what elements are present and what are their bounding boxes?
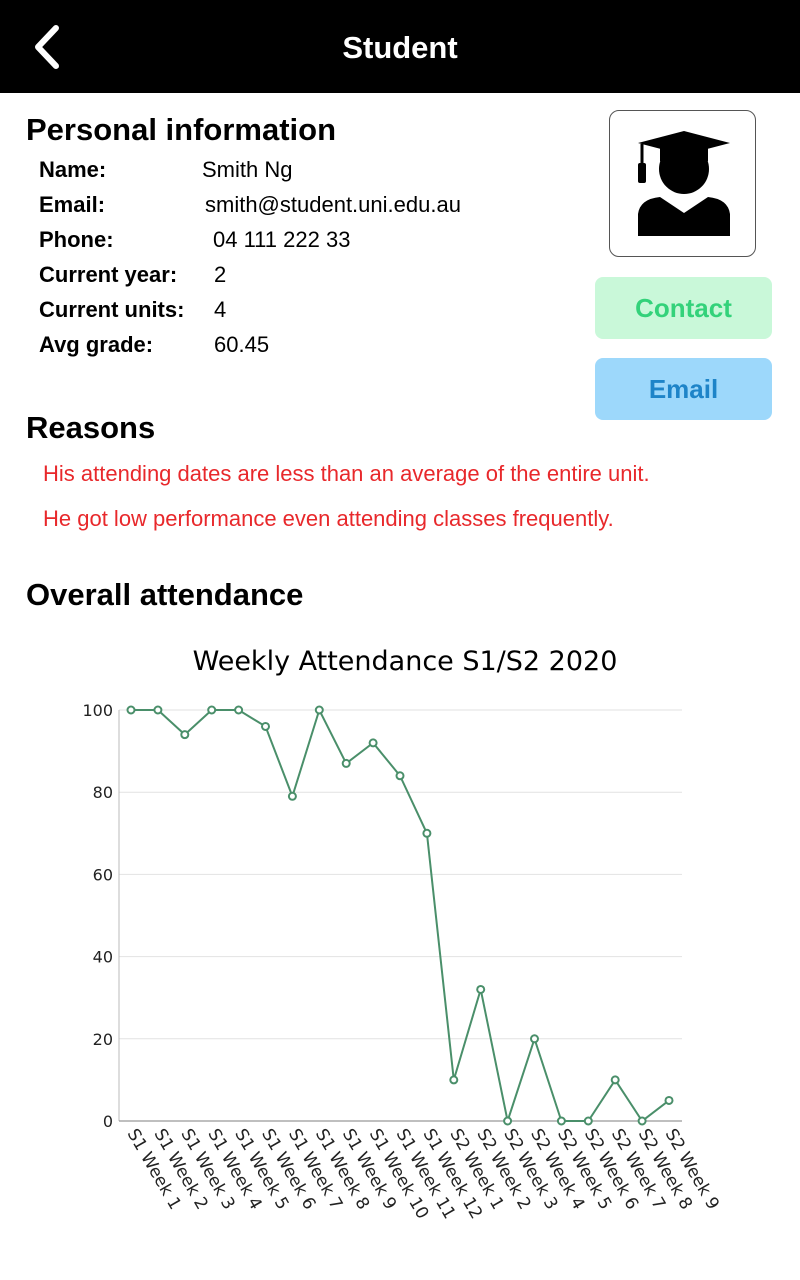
data-point — [556, 1116, 566, 1126]
name-label: Name: — [39, 157, 107, 182]
attendance-heading: Overall attendance — [26, 577, 304, 612]
attendance-chart: Weekly Attendance S1/S2 2020 0 20 40 60 80 10… — [82, 646, 722, 1223]
y-tick-label: 0 — [103, 1112, 113, 1131]
y-tick-label: 60 — [93, 865, 113, 884]
data-point — [261, 721, 270, 731]
avg-grade-label: Avg grade: — [39, 332, 154, 357]
data-point — [341, 758, 351, 768]
data-point — [449, 1075, 459, 1085]
avatar — [609, 110, 756, 257]
phone-value: 04 111 222 33 — [213, 227, 351, 252]
chart-title: Weekly Attendance S1/S2 2020 — [193, 646, 618, 677]
data-point — [476, 984, 486, 994]
data-point — [422, 828, 432, 838]
email-label: Email: — [39, 192, 106, 217]
back-button[interactable] — [20, 18, 80, 76]
current-units-value: 4 — [214, 297, 227, 322]
data-point — [610, 1075, 620, 1085]
data-point — [126, 705, 136, 715]
data-point — [583, 1116, 593, 1126]
data-point — [234, 705, 244, 715]
personal-info-heading: Personal information — [26, 112, 337, 147]
data-point — [180, 730, 190, 740]
data-point — [530, 1034, 539, 1044]
y-tick-label: 100 — [82, 701, 113, 720]
data-point — [395, 771, 405, 781]
avg-grade-value: 60.45 — [214, 332, 270, 357]
email-button[interactable]: Email — [595, 358, 772, 420]
data-point — [664, 1095, 674, 1105]
reason-item: He got low performance even attending cl… — [43, 506, 614, 531]
top-bar: Student — [0, 0, 800, 93]
y-tick-label: 80 — [93, 783, 113, 802]
chevron-left-icon — [35, 25, 59, 69]
data-point — [287, 791, 297, 801]
data-point — [153, 705, 163, 715]
current-year-label: Current year: — [39, 262, 178, 287]
y-tick-label: 40 — [93, 948, 113, 967]
current-units-label: Current units: — [39, 297, 185, 322]
contact-button[interactable]: Contact — [595, 277, 772, 339]
reasons-heading: Reasons — [26, 410, 156, 445]
data-point — [207, 705, 217, 715]
data-point — [368, 738, 378, 748]
current-year-value: 2 — [214, 262, 227, 287]
data-point — [314, 705, 324, 715]
data-point — [503, 1116, 513, 1126]
reason-item: His attending dates are less than an ave… — [43, 461, 650, 486]
data-point — [637, 1116, 647, 1126]
y-tick-label: 20 — [93, 1030, 113, 1049]
phone-label: Phone: — [39, 227, 114, 252]
name-value: Smith Ng — [202, 157, 293, 182]
graduate-icon — [638, 131, 730, 236]
email-value: smith@student.uni.edu.au — [205, 192, 461, 217]
page-title: Student — [342, 30, 458, 65]
